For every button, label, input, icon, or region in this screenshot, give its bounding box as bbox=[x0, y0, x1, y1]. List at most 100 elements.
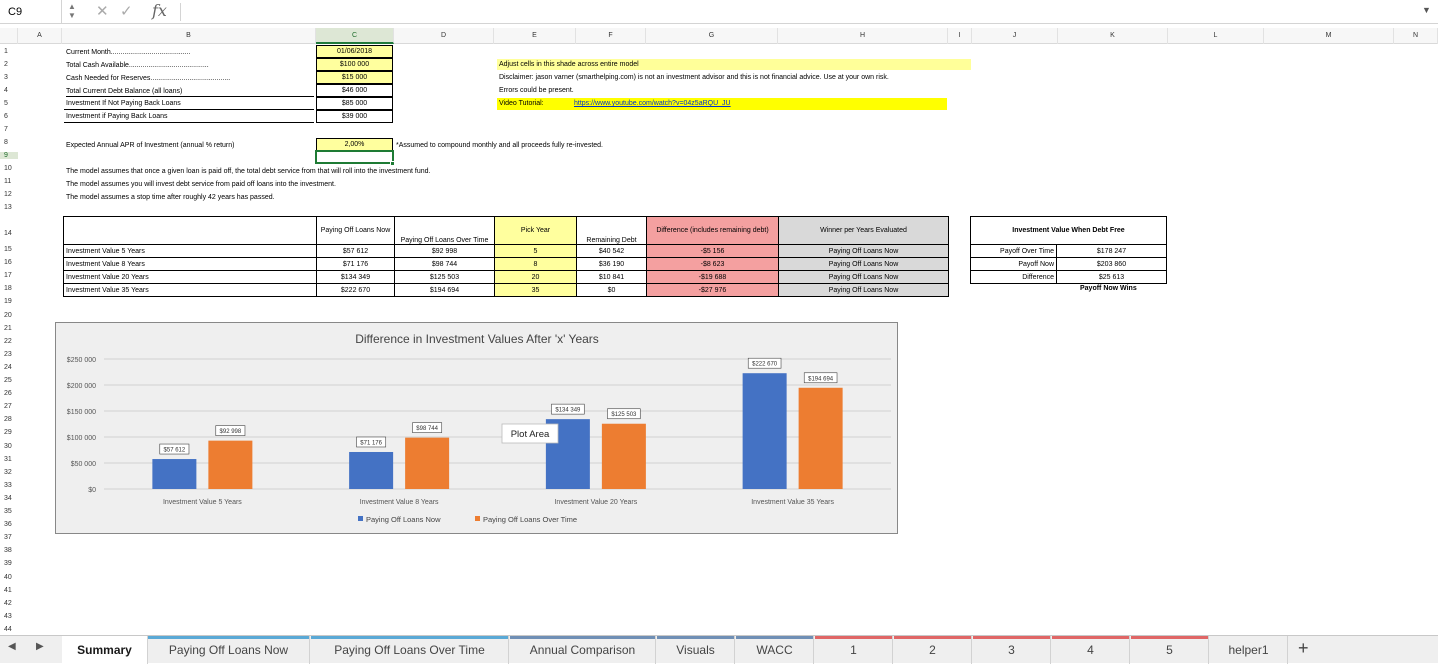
column-header[interactable]: H bbox=[778, 28, 948, 44]
column-header[interactable]: L bbox=[1168, 28, 1264, 44]
row-label[interactable]: Investment Value 5 Years bbox=[63, 244, 317, 258]
column-header[interactable]: D bbox=[394, 28, 494, 44]
row-header[interactable]: 34 bbox=[4, 494, 12, 502]
sheet-tab[interactable]: 3 bbox=[973, 636, 1051, 664]
row-header[interactable]: 1 bbox=[4, 48, 8, 55]
summary-label[interactable]: Difference bbox=[970, 270, 1057, 284]
column-header[interactable]: B bbox=[62, 28, 316, 44]
cell-winner[interactable]: Paying Off Loans Now bbox=[778, 244, 949, 258]
row-header[interactable]: 17 bbox=[4, 272, 12, 280]
row-label[interactable]: Investment Value 8 Years bbox=[63, 257, 317, 271]
column-header[interactable]: A bbox=[18, 28, 62, 44]
row-header[interactable]: 21 bbox=[4, 324, 12, 332]
row-header[interactable]: 13 bbox=[4, 204, 12, 211]
row-header[interactable]: 9 bbox=[0, 152, 18, 159]
cell-pick-year[interactable]: 20 bbox=[494, 270, 577, 284]
cell-difference[interactable]: -$8 623 bbox=[646, 257, 779, 271]
cell-paying-now[interactable]: $57 612 bbox=[316, 244, 395, 258]
cell-winner[interactable]: Paying Off Loans Now bbox=[778, 257, 949, 271]
row-header[interactable]: 28 bbox=[4, 416, 12, 424]
row-header[interactable]: 24 bbox=[4, 363, 12, 371]
cell-paying-now[interactable]: $222 670 bbox=[316, 283, 395, 297]
sheet-tab[interactable]: 4 bbox=[1052, 636, 1130, 664]
cell-remaining-debt[interactable]: $0 bbox=[576, 283, 647, 297]
cell-difference[interactable]: -$27 976 bbox=[646, 283, 779, 297]
column-header[interactable]: I bbox=[948, 28, 972, 44]
summary-value[interactable]: $25 613 bbox=[1056, 270, 1167, 284]
row-header[interactable]: 20 bbox=[4, 311, 12, 319]
row-header[interactable]: 8 bbox=[4, 139, 8, 146]
row-header[interactable]: 41 bbox=[4, 586, 12, 594]
row-header[interactable]: 2 bbox=[4, 61, 8, 68]
row-header[interactable]: 16 bbox=[4, 259, 12, 267]
cell-difference[interactable]: -$5 156 bbox=[646, 244, 779, 258]
video-link[interactable]: https://www.youtube.com/watch?v=04z5aRQU… bbox=[574, 100, 731, 107]
sheet-tab[interactable]: 5 bbox=[1131, 636, 1209, 664]
row-header[interactable]: 5 bbox=[4, 100, 8, 107]
row-header[interactable]: 22 bbox=[4, 337, 12, 345]
row-label[interactable]: Investment Value 35 Years bbox=[63, 283, 317, 297]
row-header[interactable]: 25 bbox=[4, 377, 12, 384]
sheet-tab[interactable]: 1 bbox=[815, 636, 893, 664]
row-header[interactable]: 29 bbox=[4, 429, 12, 437]
row-header[interactable]: 43 bbox=[4, 612, 12, 620]
tab-scroll-next-icon[interactable]: ▶ bbox=[36, 641, 44, 652]
row-header[interactable]: 40 bbox=[4, 573, 12, 581]
column-header[interactable]: G bbox=[646, 28, 778, 44]
name-box-stepper-icon[interactable]: ▲ ▼ bbox=[68, 2, 76, 20]
value-debt-balance[interactable]: $46 000 bbox=[316, 84, 393, 97]
sheet-tab[interactable]: Annual Comparison bbox=[510, 636, 656, 664]
row-header[interactable]: 15 bbox=[4, 246, 12, 253]
row-header[interactable]: 33 bbox=[4, 481, 12, 489]
summary-value[interactable]: $178 247 bbox=[1056, 244, 1167, 258]
summary-label[interactable]: Payoff Over Time bbox=[970, 244, 1057, 258]
row-header[interactable]: 18 bbox=[4, 285, 12, 293]
row-header[interactable]: 31 bbox=[4, 455, 12, 463]
summary-value[interactable]: $203 860 bbox=[1056, 257, 1167, 271]
sheet-tab[interactable]: Paying Off Loans Over Time bbox=[311, 636, 509, 664]
cell-remaining-debt[interactable]: $40 542 bbox=[576, 244, 647, 258]
summary-label[interactable]: Payoff Now bbox=[970, 257, 1057, 271]
cell-difference[interactable]: -$19 688 bbox=[646, 270, 779, 284]
selected-cell-c9[interactable] bbox=[315, 150, 394, 164]
column-header[interactable]: J bbox=[972, 28, 1058, 44]
row-header[interactable]: 14 bbox=[4, 230, 12, 237]
select-all-corner[interactable] bbox=[0, 28, 18, 44]
row-header[interactable]: 12 bbox=[4, 191, 12, 198]
cell-paying-over-time[interactable]: $194 694 bbox=[394, 283, 495, 297]
investment-chart[interactable]: Difference in Investment Values After 'x… bbox=[55, 322, 898, 534]
row-header[interactable]: 39 bbox=[4, 560, 12, 568]
row-header[interactable]: 10 bbox=[4, 165, 12, 172]
fill-handle[interactable] bbox=[390, 161, 395, 166]
cell-pick-year[interactable]: 8 bbox=[494, 257, 577, 271]
function-icon[interactable]: fx bbox=[152, 1, 167, 20]
name-box[interactable]: C9 bbox=[0, 0, 62, 24]
row-header[interactable]: 30 bbox=[4, 442, 12, 450]
sheet-tab[interactable]: 2 bbox=[894, 636, 972, 664]
sheet-tab[interactable]: Paying Off Loans Now bbox=[148, 636, 310, 664]
row-header[interactable]: 11 bbox=[4, 178, 12, 185]
column-header[interactable]: E bbox=[494, 28, 576, 44]
cell-winner[interactable]: Paying Off Loans Now bbox=[778, 270, 949, 284]
column-header[interactable]: N bbox=[1394, 28, 1438, 44]
row-label[interactable]: Investment Value 20 Years bbox=[63, 270, 317, 284]
input-current-month[interactable]: 01/06/2018 bbox=[316, 45, 393, 58]
sheet-tab[interactable]: helper1 bbox=[1210, 636, 1288, 664]
row-header[interactable]: 44 bbox=[4, 625, 12, 633]
expand-formula-icon[interactable]: ▼ bbox=[1422, 5, 1431, 15]
cell-pick-year[interactable]: 5 bbox=[494, 244, 577, 258]
column-header[interactable]: K bbox=[1058, 28, 1168, 44]
row-header[interactable]: 4 bbox=[4, 87, 8, 94]
row-header[interactable]: 36 bbox=[4, 521, 12, 529]
cell-paying-over-time[interactable]: $92 998 bbox=[394, 244, 495, 258]
value-invest-paying[interactable]: $39 000 bbox=[316, 110, 393, 123]
cell-paying-now[interactable]: $134 349 bbox=[316, 270, 395, 284]
cancel-icon[interactable]: ✕ bbox=[96, 3, 109, 20]
input-total-cash[interactable]: $100 000 bbox=[316, 58, 393, 71]
row-header[interactable]: 32 bbox=[4, 468, 12, 476]
column-header[interactable]: F bbox=[576, 28, 646, 44]
cell-winner[interactable]: Paying Off Loans Now bbox=[778, 283, 949, 297]
column-header[interactable]: C bbox=[316, 28, 394, 44]
row-header[interactable]: 42 bbox=[4, 599, 12, 607]
sheet-tab[interactable]: Visuals bbox=[657, 636, 735, 664]
